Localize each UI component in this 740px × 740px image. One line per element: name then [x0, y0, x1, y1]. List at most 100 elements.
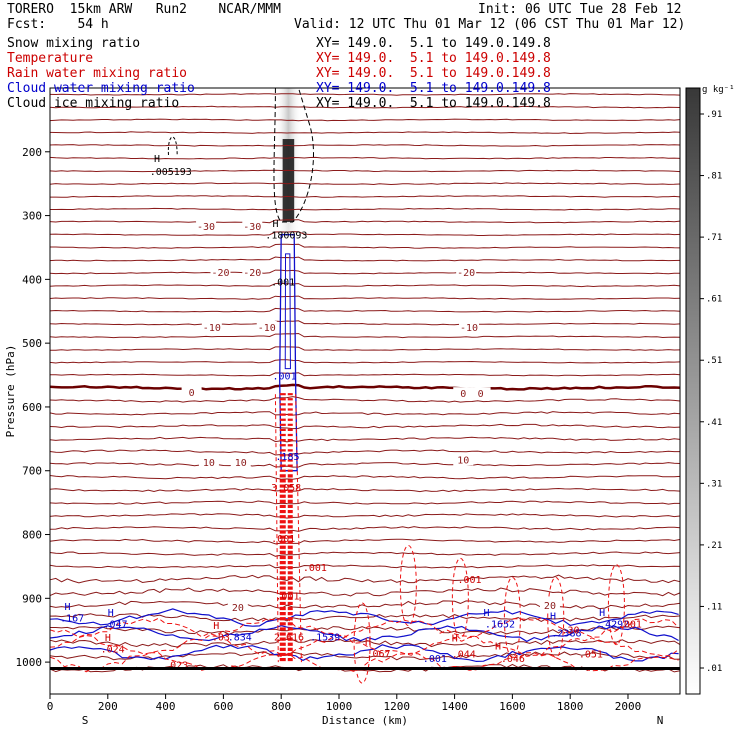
contour-annotation: H [154, 154, 160, 165]
y-tick-label: 700 [22, 465, 42, 478]
colorbar-tick-label: .11 [706, 602, 722, 612]
rain-low-contour [49, 652, 679, 673]
contour-annotation: .001 [303, 563, 327, 574]
contour-annotation: .067 [366, 649, 390, 660]
isotherm-label: -30 [243, 222, 261, 233]
rain-cell-contour [399, 545, 417, 627]
isotherm-label-bg [456, 265, 477, 278]
legend-temp-name: Temperature [7, 51, 94, 66]
contour-annotation: .001 [273, 372, 297, 383]
contour-annotation: H [452, 634, 458, 645]
isotherm-label-bg [201, 320, 222, 333]
x-tick-label: 600 [213, 700, 233, 713]
isotherm-line [50, 207, 681, 211]
contour-annotation: H [483, 608, 489, 619]
contour-annotations: H.005193H.180093.001.001.1853.058.001.00… [60, 154, 642, 671]
y-tick-label: 600 [22, 401, 42, 414]
legend-rain-name: Rain water mixing ratio [7, 66, 188, 81]
header-valid: Valid: 12 UTC Thu 01 Mar 12 (06 CST Thu … [294, 17, 686, 32]
contour-annotation: .1652 [485, 620, 515, 631]
isotherm-label-bg [210, 265, 231, 278]
isotherm-line [49, 526, 681, 532]
isotherm-label: -10 [460, 323, 478, 334]
y-tick-label: 500 [22, 337, 42, 350]
isotherm-line [49, 346, 681, 351]
contour-annotation: .834 [228, 632, 252, 643]
rain-low-contour [49, 635, 679, 657]
y-tick-label: 300 [22, 210, 42, 223]
header-fcst: Fcst: 54 h [7, 17, 109, 32]
colorbar-tick-label: .71 [706, 233, 722, 243]
isotherm-label: 10 [235, 458, 247, 469]
isotherm-label-bg [198, 456, 219, 469]
contour-annotation: .180093 [265, 231, 307, 242]
isotherm-line [49, 574, 681, 584]
contour-annotation: .2388 [551, 629, 581, 640]
contour-annotation: H [273, 219, 279, 230]
colorbar-tick-label: .01 [706, 664, 722, 674]
cloud-ice-contours [167, 87, 314, 223]
isotherm-label: 10 [203, 458, 215, 469]
y-tick-label: 200 [22, 146, 42, 159]
plot-frame [49, 87, 681, 695]
isotherm-line [49, 538, 681, 545]
contour-annotation: .046 [501, 654, 525, 665]
legend-rain-xy: XY= 149.0. 5.1 to 149.0.149.8 [316, 66, 551, 81]
isotherm-line [49, 564, 681, 569]
x-tick-label: 1000 [326, 700, 353, 713]
isotherm-line [50, 243, 681, 249]
isotherm-line [49, 500, 680, 505]
isotherm-labels: -30 -30 -20 -20 -20 -10 -10 -10 0 0 0 10 10 10 20 20 [181, 220, 560, 614]
x-tick-label: 800 [271, 700, 291, 713]
cloud-ice-contour [273, 87, 314, 223]
isotherm-label-bg [453, 453, 474, 466]
isotherm-line [49, 320, 681, 326]
contour-annotation: .001 [618, 620, 642, 631]
isotherm-line [49, 295, 681, 300]
header-init: Init: 06 UTC Tue 28 Feb 12 [478, 2, 682, 17]
contour-annotation: .023 [164, 660, 188, 671]
isotherm-line [49, 105, 681, 109]
contour-annotation: .001 [457, 575, 481, 586]
colorbar-tick-label: .21 [706, 541, 722, 551]
isotherm-line [49, 359, 681, 364]
contour-annotation: H [64, 602, 70, 613]
contour-annotation: .185 [275, 452, 299, 463]
x-end-north: N [657, 714, 664, 727]
isotherm-line [49, 638, 681, 648]
contour-annotation: .001 [271, 534, 295, 545]
isotherm-line [49, 449, 680, 456]
colorbar-tick-label: .31 [706, 479, 722, 489]
isotherm-line [50, 195, 681, 198]
contour-annotation: H [495, 641, 501, 652]
isotherm-line [49, 256, 681, 262]
contour-annotation: .001 [423, 654, 447, 665]
x-tick-label: 200 [98, 700, 118, 713]
isotherm-line [49, 587, 681, 597]
y-axis-title: Pressure (hPa) [4, 345, 17, 438]
y-tick-label: 400 [22, 273, 42, 286]
isotherm-label-bg [256, 320, 277, 333]
isotherm-line [49, 269, 681, 275]
isotherm-label: -20 [243, 268, 261, 279]
isotherm-line [49, 332, 681, 339]
isotherm-label: 0 [478, 389, 484, 400]
rain-column-edge [274, 394, 302, 663]
isotherm-label-bg [230, 456, 251, 469]
legend-cloud-ice-name: Cloud ice mixing ratio [7, 96, 180, 111]
contour-annotation: H [108, 608, 114, 619]
isotherm-line [50, 372, 681, 377]
x-tick-label: 400 [156, 700, 176, 713]
rain-cell-contour [353, 602, 371, 684]
isotherm-label: -10 [203, 323, 221, 334]
x-end-south: S [82, 714, 89, 727]
colorbar-tick-label: .51 [706, 356, 722, 366]
isotherm-line [49, 131, 681, 135]
colorbar: .01 .11 .21 .31 .41 .51 .61 .71 .81 .91 g kg⁻¹ [685, 85, 735, 695]
legend-snow-xy: XY= 149.0. 5.1 to 149.0.149.8 [316, 36, 551, 51]
isotherm-line [49, 307, 681, 313]
contour-annotation: H [599, 608, 605, 619]
isotherm-label: -20 [211, 268, 229, 279]
isotherm-label: 20 [544, 601, 556, 612]
